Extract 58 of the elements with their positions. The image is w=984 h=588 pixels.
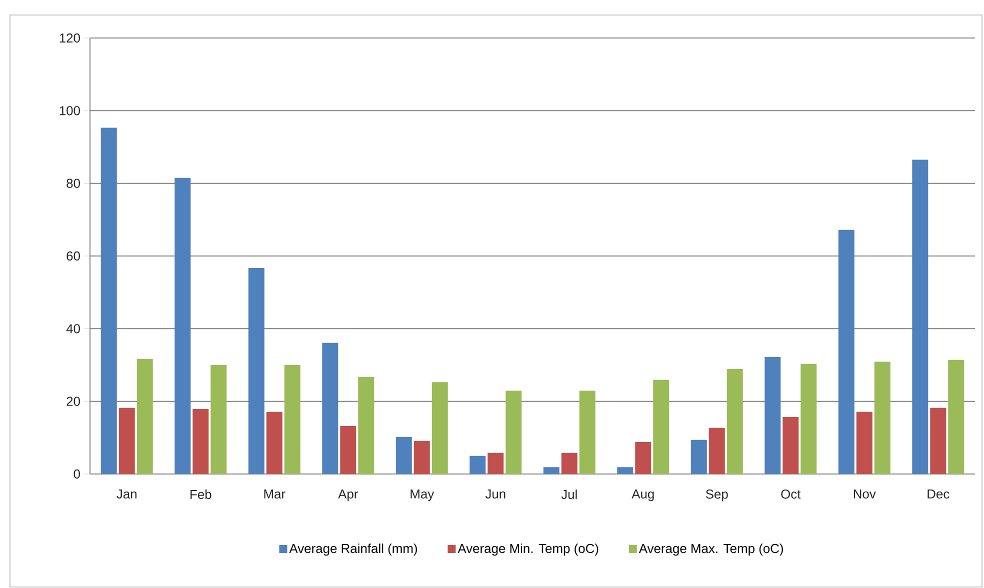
bar <box>118 408 135 474</box>
x-tick-label: Dec <box>928 490 950 499</box>
y-tick-label: 80 <box>66 178 80 188</box>
x-tick-label: Nov <box>854 490 876 499</box>
bar <box>192 408 209 474</box>
y-tick-label: 40 <box>66 324 80 334</box>
bar <box>358 376 374 474</box>
bar <box>506 390 522 474</box>
bar <box>136 358 153 474</box>
x-tick-label: Oct <box>781 490 801 499</box>
bar <box>800 364 817 474</box>
x-tick-label: Jan <box>116 490 136 499</box>
bar <box>874 362 890 474</box>
legend-label: Average Rainfall (mm) <box>289 544 417 556</box>
y-tick-label: 100 <box>60 106 80 116</box>
bar <box>617 467 634 474</box>
bar <box>782 416 799 474</box>
bar <box>432 382 448 474</box>
x-tick-label: Jul <box>561 490 577 500</box>
bar <box>414 440 430 474</box>
bar <box>708 428 725 474</box>
bar <box>690 440 707 474</box>
legend-label: Average Min. Temp (oC) <box>458 544 598 556</box>
bar <box>100 128 117 474</box>
y-tick-label: 60 <box>66 251 80 261</box>
bar <box>284 364 300 474</box>
x-tick-label: Apr <box>338 490 358 502</box>
legend-label: Average Max. Temp (oC) <box>638 544 783 556</box>
bar <box>248 268 264 474</box>
bar <box>764 357 781 474</box>
x-tick-label: Aug <box>632 490 654 502</box>
bar <box>322 342 338 474</box>
bar <box>948 360 964 474</box>
x-tick-label: Sep <box>706 490 728 502</box>
bar <box>561 452 578 474</box>
bar <box>340 426 356 474</box>
x-tick-label: Feb <box>190 490 212 500</box>
bar <box>653 380 670 474</box>
x-tick-label: Jun <box>485 490 506 499</box>
bar <box>635 442 652 474</box>
bar <box>470 456 486 474</box>
y-tick-label: 120 <box>60 33 80 43</box>
bar <box>930 408 946 474</box>
bar <box>543 467 560 474</box>
bar <box>488 452 504 474</box>
x-tick-label: May <box>410 490 434 502</box>
bar <box>266 412 282 474</box>
bar <box>856 412 872 474</box>
bar <box>912 160 928 474</box>
y-tick-label: 0 <box>74 469 80 479</box>
bar <box>579 390 596 474</box>
bar <box>174 178 191 474</box>
bar <box>838 230 854 474</box>
bar <box>726 368 743 474</box>
bar <box>396 436 412 474</box>
x-tick-label: Mar <box>264 490 286 499</box>
y-tick-label: 20 <box>66 396 80 406</box>
bar <box>210 364 227 474</box>
